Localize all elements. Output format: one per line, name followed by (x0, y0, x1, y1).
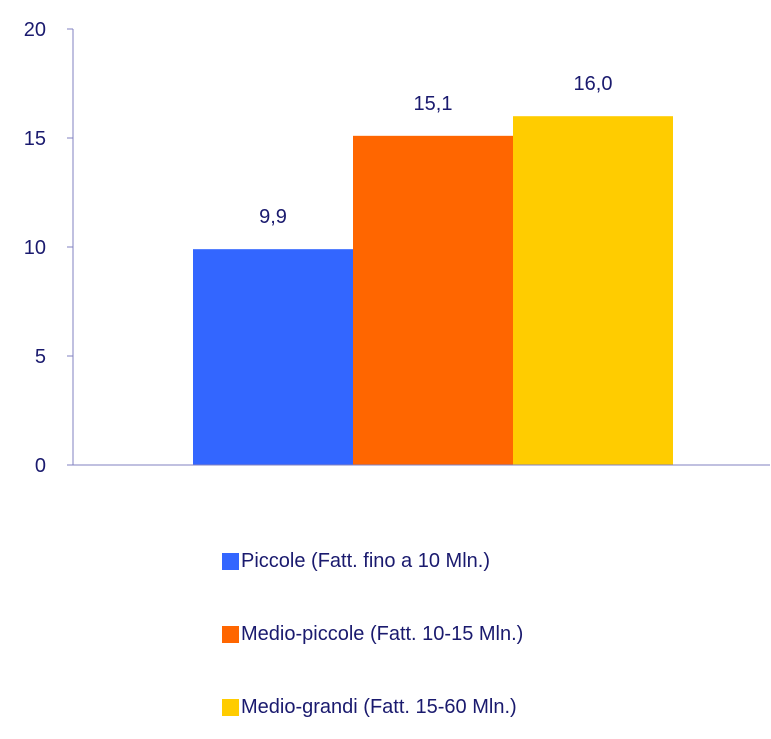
bar-1 (193, 249, 353, 465)
legend-label: Medio-grandi (Fatt. 15-60 Mln.) (241, 696, 517, 718)
legend-label: Medio-piccole (Fatt. 10-15 Mln.) (241, 623, 524, 645)
y-tick-label: 10 (24, 237, 46, 259)
data-label-3: 16,0 (574, 73, 613, 95)
legend-item-3: Medio-grandi (Fatt. 15-60 Mln.) (222, 696, 517, 719)
legend-label: Piccole (Fatt. fino a 10 Mln.) (241, 550, 490, 572)
legend-swatch (222, 699, 239, 716)
y-tick-label: 5 (35, 346, 46, 368)
data-label-2: 15,1 (414, 93, 453, 115)
legend-swatch (222, 553, 239, 570)
data-labels: 9,9 15,1 16,0 (259, 73, 612, 228)
y-tick-label: 20 (24, 19, 46, 41)
data-label-1: 9,9 (259, 206, 287, 228)
bar-2 (353, 135, 513, 465)
y-axis-ticks: 0 5 10 15 20 (24, 19, 73, 477)
bar-3 (513, 116, 673, 465)
legend-item-1: Piccole (Fatt. fino a 10 Mln.) (222, 550, 490, 573)
bar-chart: 0 5 10 15 20 9,9 15,1 16,0 (24, 19, 770, 477)
legend-swatch (222, 626, 239, 643)
y-tick-label: 0 (35, 455, 46, 477)
bars (193, 116, 673, 465)
y-tick-label: 15 (24, 128, 46, 150)
legend-item-2: Medio-piccole (Fatt. 10-15 Mln.) (222, 623, 523, 646)
